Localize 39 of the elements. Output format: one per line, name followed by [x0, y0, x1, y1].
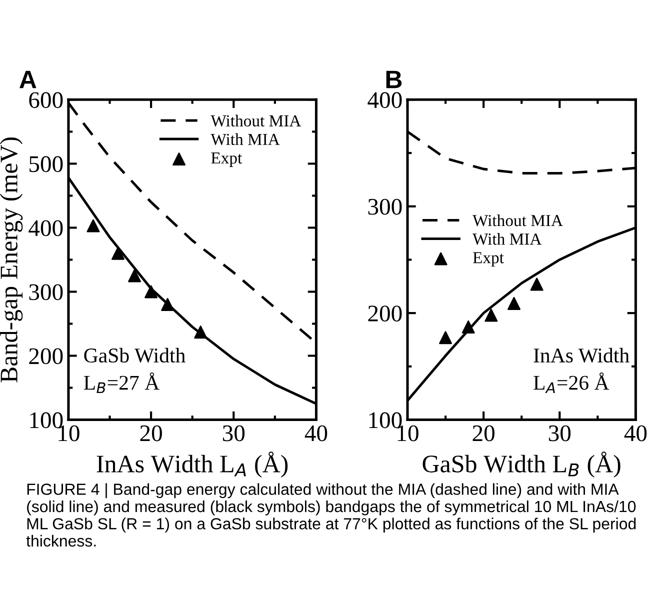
point: [112, 246, 125, 260]
chart-title: A: [20, 70, 36, 88]
x-axis-title: GaSb Width L$_{B}$ (Å): [422, 452, 620, 478]
point: [530, 278, 544, 291]
y-tick-label: 600: [29, 92, 63, 108]
y-tick-label: 400: [28, 220, 63, 236]
x-tick-label: 20: [140, 425, 162, 442]
legend-label: Without MIA: [210, 114, 302, 127]
point: [128, 269, 142, 282]
y-tick-label: 500: [30, 156, 63, 172]
point: [194, 326, 208, 339]
point: [484, 308, 498, 322]
y-tick-label: 200: [368, 306, 402, 322]
legend-label: Expt: [472, 252, 504, 267]
x-tick-label: 30: [548, 425, 571, 442]
x-axis-title: InAs Width L$_{A}$ (Å): [96, 452, 288, 478]
y-tick-label: 300: [29, 284, 63, 300]
x-tick-label: 20: [472, 425, 494, 442]
legend-label: With MIA: [472, 233, 542, 245]
caption: FIGURE 4 | Band-gap energy calculated without the MIA (dashed line) and with MIA (solid line) and measured (black symbols) bandgaps the of symmetrical 10 ML InAs/10 ML GaSb SL (R = 1) on a GaSb substrate at 77°K plotted as functions of the SL period thickness.: [26, 483, 636, 547]
point: [462, 320, 475, 334]
x-tick-label: 30: [222, 425, 245, 442]
x-tick-label: 40: [304, 425, 328, 442]
point: [86, 219, 100, 232]
legend-label: With MIA: [210, 133, 280, 146]
point: [507, 296, 520, 310]
chart-title: B: [386, 70, 402, 88]
y-tick-label: 200: [29, 348, 63, 364]
point: [439, 331, 452, 344]
point: [144, 285, 158, 298]
y-tick-label: 300: [368, 198, 402, 215]
y-axis-title: Band-gap Energy (meV): [0, 137, 23, 382]
point: [161, 298, 174, 312]
x-tick-label: 40: [624, 425, 647, 442]
annotation: InAs Width L$_{A}$=26 Å: [534, 348, 630, 394]
annotation: GaSb Width L$_{B}$=27 Å: [84, 348, 186, 394]
legend-label: Expt: [211, 152, 242, 167]
y-tick-label: 400: [368, 92, 402, 108]
legend-label: Without MIA: [472, 214, 563, 226]
